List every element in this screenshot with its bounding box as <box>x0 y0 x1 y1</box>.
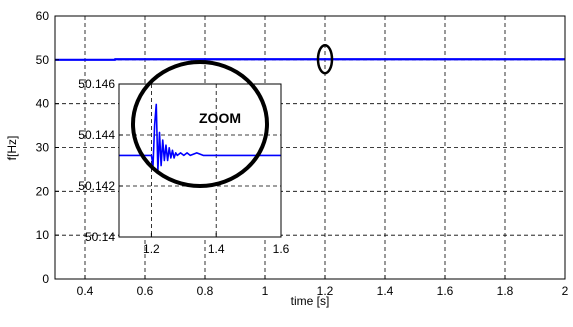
x-tick-label: 1.4 <box>208 242 225 256</box>
y-tick-label: 10 <box>36 228 50 242</box>
zoom-label: ZOOM <box>199 110 241 126</box>
y-tick-label: 50.142 <box>78 179 115 193</box>
inset-series <box>119 103 281 172</box>
y-tick-label: 50.14 <box>85 230 115 244</box>
series-line <box>55 58 565 61</box>
y-tick-label: 50 <box>36 53 50 67</box>
y-tick-label: 50.144 <box>78 128 115 142</box>
x-tick-label: 1.6 <box>273 242 290 256</box>
zoom-marker-ellipse <box>316 43 334 75</box>
y-tick-label: 50.146 <box>78 77 115 91</box>
annotation-ellipse <box>316 43 334 75</box>
x-tick-label: 1.2 <box>143 242 160 256</box>
y-tick-label: 60 <box>36 9 50 23</box>
x-tick-label: 0.6 <box>137 284 154 298</box>
x-tick-label: 1 <box>262 284 269 298</box>
y-tick-label: 30 <box>36 141 50 155</box>
inset-ticks: 1.2 1.4 1.6 50.14 50.142 50.144 50.146 <box>78 77 289 256</box>
main-series <box>55 58 565 61</box>
zoom-ellipse <box>131 60 269 188</box>
x-tick-label: 0.4 <box>77 284 94 298</box>
y-axis-label: f[Hz] <box>5 136 19 161</box>
x-tick-label: 1.6 <box>437 284 454 298</box>
x-tick-label: 2 <box>562 284 569 298</box>
series-line <box>119 103 281 172</box>
y-tick-label: 40 <box>36 97 50 111</box>
x-tick-label: 1.4 <box>377 284 394 298</box>
y-tick-label: 20 <box>36 184 50 198</box>
x-tick-label: 1.8 <box>497 284 514 298</box>
inset-plot-frame <box>118 83 282 238</box>
x-tick-label: 0.8 <box>197 284 214 298</box>
x-tick-label: 1.2 <box>317 284 334 298</box>
y-tick-label: 0 <box>42 272 49 286</box>
x-axis-label: time [s] <box>291 294 330 308</box>
